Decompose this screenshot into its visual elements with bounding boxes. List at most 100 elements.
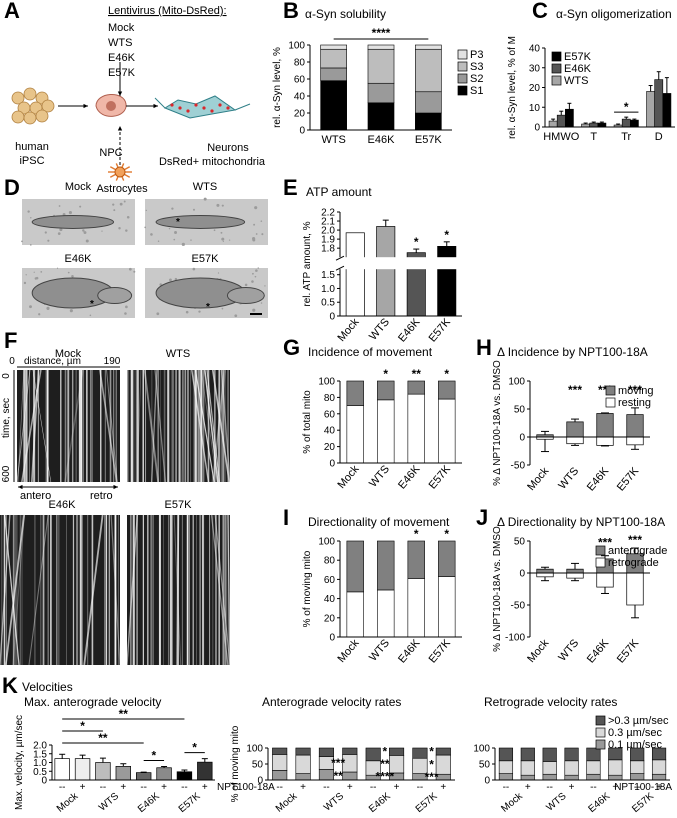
bar-segment: [342, 771, 358, 781]
micrograph-texture: [56, 267, 59, 269]
bar-segment: [377, 589, 395, 638]
significance: **: [380, 757, 390, 771]
legend-swatch: [595, 557, 606, 568]
bar-segment: [415, 48, 442, 93]
micrograph-texture: [234, 314, 238, 318]
group-label: E57K: [414, 791, 440, 815]
x-tick-label: --: [417, 782, 424, 793]
kymograph-track: [194, 369, 215, 483]
y-tick-label: 0: [299, 126, 305, 137]
y-tick-label: 40: [324, 426, 336, 437]
bar: [626, 414, 644, 438]
y-axis-label: rel. α-Syn level, % of M: [507, 36, 518, 139]
error-bar: [382, 219, 389, 227]
significance: **: [98, 731, 108, 745]
y-tick-label: 30: [529, 63, 541, 74]
bar: [74, 758, 91, 781]
micrograph-texture: [252, 272, 254, 275]
y-tick-label: 100: [318, 377, 335, 388]
micrograph-texture: [169, 278, 172, 282]
y-tick-label: 40: [324, 594, 336, 605]
micrograph-texture: [79, 205, 82, 208]
significance: *: [414, 235, 419, 249]
npc-label: NPC: [99, 147, 122, 159]
bar-segment: [407, 380, 425, 395]
y-tick-label: 100: [473, 744, 490, 755]
y-tick-label: 20: [294, 109, 306, 120]
kymograph-track: [99, 369, 118, 483]
significance: ***: [425, 770, 439, 784]
bar-segment: [346, 380, 364, 406]
micrograph-texture: [221, 204, 224, 207]
significance: ***: [331, 756, 345, 770]
micrograph-texture: [119, 202, 123, 206]
y-tick-label: 0: [329, 312, 335, 323]
legend-label: P3: [470, 49, 483, 61]
legend-swatch: [595, 545, 606, 556]
source-label: human: [15, 141, 49, 153]
bar-segment: [608, 759, 623, 776]
x-tick-label: --: [370, 782, 377, 793]
bar: [437, 246, 457, 317]
y-tick-label: 20: [324, 613, 336, 624]
chart-title: α-Syn solubility: [305, 7, 386, 21]
error-bar: [624, 116, 629, 120]
vector-name: E57K: [108, 67, 136, 79]
y-tick-label: 0: [519, 433, 525, 444]
micrograph-texture: [30, 216, 32, 219]
micrograph-texture: [257, 267, 260, 269]
micrograph-texture: [133, 270, 136, 273]
bar-segment: [498, 747, 514, 762]
y-axis-label: % Δ NPT100-18A vs. DMSO: [492, 360, 503, 486]
x-tick-label: Mock: [525, 465, 551, 493]
neuron-cell: [163, 95, 237, 119]
error-bar: [571, 562, 579, 570]
micrograph-texture: [123, 200, 126, 203]
bar-segment: [520, 774, 535, 781]
y-tick-label: -50: [511, 601, 526, 612]
group-label: WTS: [322, 791, 346, 814]
bar: [345, 232, 365, 317]
micrograph-texture: [156, 312, 160, 316]
bar-segment: [412, 747, 428, 759]
micrograph-texture: [260, 220, 263, 222]
kymograph-track: [176, 514, 180, 666]
bar-segment: [318, 769, 334, 781]
x-tick-label: T: [590, 131, 597, 143]
ipsc-cell: [23, 111, 37, 125]
neurons-note: DsRed+ mitochondria: [159, 156, 266, 168]
panel-letter: I: [283, 505, 289, 530]
x-tick-label: E46K: [585, 465, 612, 494]
micrograph-texture: [85, 239, 89, 243]
group-label: E57K: [177, 791, 203, 815]
kymo-x-label: distance, µm: [24, 356, 81, 367]
micrograph-texture: [216, 203, 220, 207]
kymo-y-label: time, sec: [1, 398, 12, 438]
error-bar: [656, 71, 661, 80]
error-bar: [541, 576, 549, 582]
mitochondrion: [210, 109, 214, 113]
y-tick-label: 50: [252, 760, 264, 771]
bar-segment: [367, 44, 395, 50]
chart-title: Δ Directionality by NPT100-18A: [497, 515, 665, 529]
micrograph-texture: [173, 238, 176, 241]
bar: [565, 108, 574, 128]
error-bar: [591, 121, 596, 124]
micrograph-texture: [213, 229, 216, 232]
y-tick-label: 0: [484, 776, 490, 787]
x-tick-label: D: [655, 131, 663, 143]
micrograph-texture: [252, 237, 256, 241]
micrograph-texture: [101, 230, 103, 232]
error-bar: [631, 547, 639, 554]
kymograph-track: [211, 369, 231, 483]
chart-title: Retrograde velocity rates: [484, 695, 617, 709]
error-bar: [559, 110, 564, 116]
micrograph-texture: [220, 231, 223, 234]
legend-swatch: [605, 397, 616, 408]
chart-title: Incidence of movement: [308, 345, 433, 359]
micrograph-texture: [255, 233, 258, 235]
ipsc-cell: [35, 109, 49, 123]
bar: [95, 762, 111, 781]
legend-label: E57K: [564, 51, 592, 63]
significance: *: [152, 749, 157, 763]
